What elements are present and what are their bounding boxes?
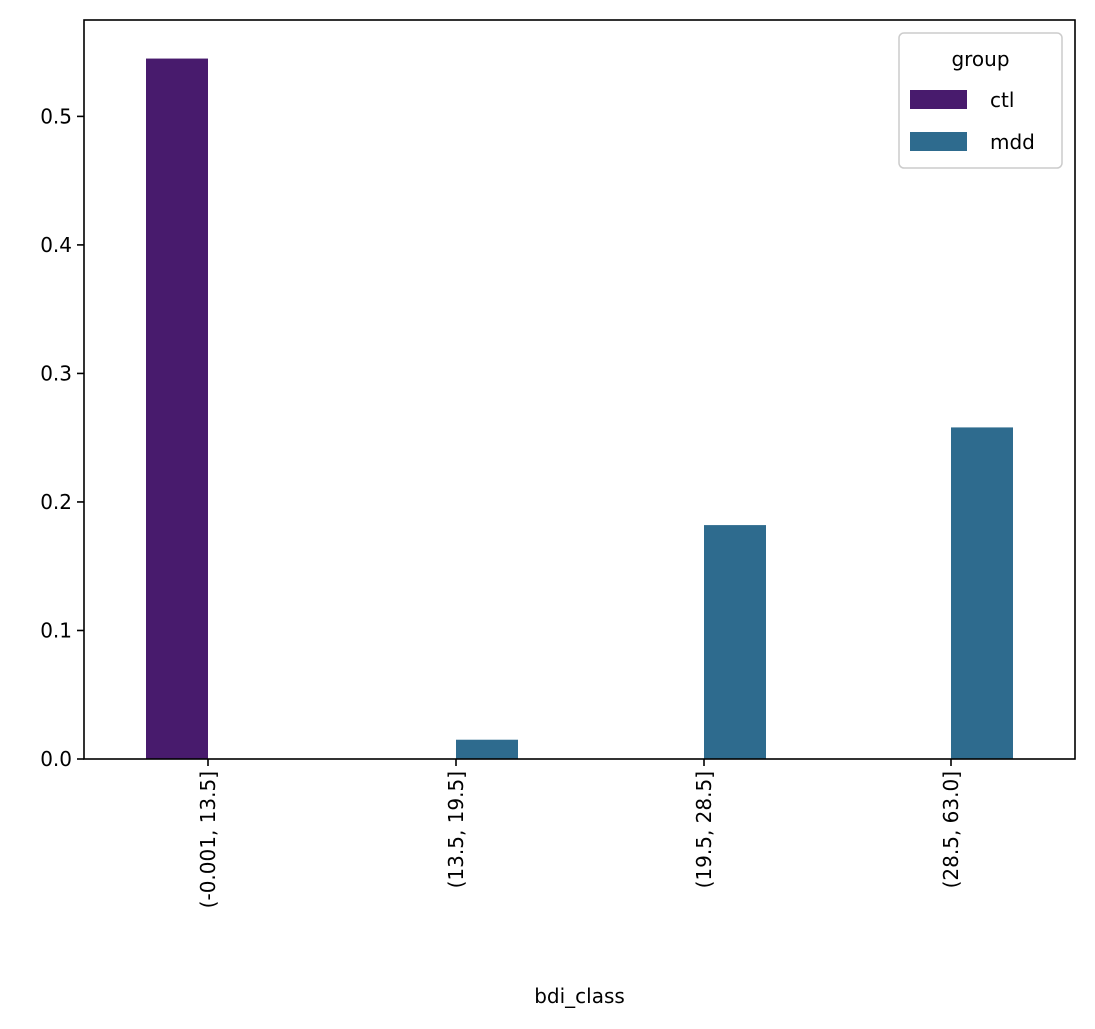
bars-layer xyxy=(146,58,1013,760)
x-axis: (-0.001, 13.5] (13.5, 19.5] (19.5, 28.5] (2… xyxy=(196,759,963,908)
y-tick-label-5: 0.5 xyxy=(40,104,72,128)
y-tick-label-1: 0.1 xyxy=(40,618,72,642)
x-tick-label-1: (13.5, 19.5] xyxy=(444,771,468,888)
legend: group ctl mdd xyxy=(898,32,1063,169)
legend-swatch-mdd xyxy=(910,132,967,151)
x-tick-label-0: (-0.001, 13.5] xyxy=(196,771,220,908)
y-tick-label-0: 0.0 xyxy=(40,747,72,771)
y-tick-label-4: 0.4 xyxy=(40,233,72,257)
x-tick-label-3: (28.5, 63.0] xyxy=(939,771,963,888)
x-tick-label-2: (19.5, 28.5] xyxy=(692,771,716,888)
bar-mdd-2 xyxy=(704,525,766,759)
y-tick-label-2: 0.2 xyxy=(40,490,72,514)
legend-label-ctl: ctl xyxy=(990,88,1014,112)
bar-mdd-3 xyxy=(951,427,1013,759)
legend-title: group xyxy=(951,47,1009,71)
x-axis-label: bdi_class xyxy=(534,984,625,1008)
legend-swatch-ctl xyxy=(910,90,967,109)
y-tick-label-3: 0.3 xyxy=(40,361,72,385)
bar-mdd-1 xyxy=(456,739,518,759)
legend-label-mdd: mdd xyxy=(990,130,1035,154)
bar-ctl-0 xyxy=(146,58,208,760)
y-axis: 0.0 0.1 0.2 0.3 0.4 0.5 xyxy=(40,104,84,771)
plot-frame xyxy=(83,19,1076,760)
